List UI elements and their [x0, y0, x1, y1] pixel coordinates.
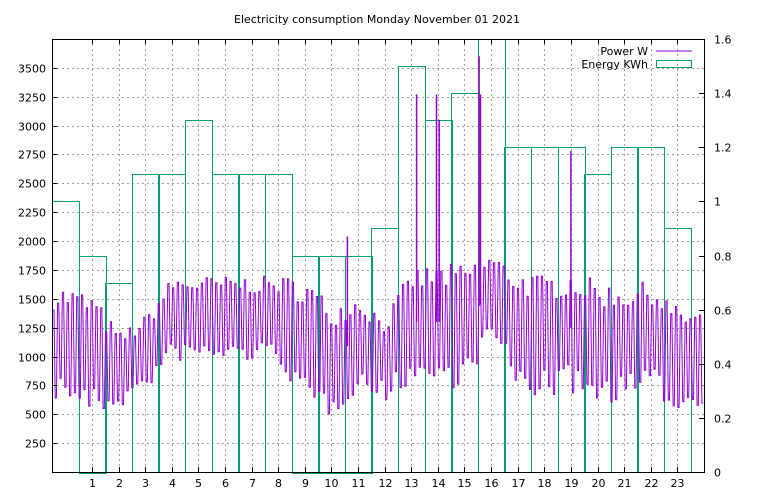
y-left-tick-label: 3500 [18, 63, 46, 76]
x-tick-label: 8 [275, 477, 282, 490]
y-left-tick-label: 750 [25, 380, 46, 393]
x-tick-label: 10 [325, 477, 339, 490]
x-tick-label: 13 [405, 477, 419, 490]
energy-bar [79, 256, 107, 474]
energy-bar [292, 256, 320, 474]
legend: Power W Energy KWh [581, 45, 692, 71]
plot-frame [52, 39, 705, 473]
power-trace [52, 259, 704, 415]
y-left-tick-label: 250 [25, 438, 46, 451]
y-left-tick-label: 2500 [18, 178, 46, 191]
x-tick-label: 20 [592, 477, 606, 490]
x-tick-label: 2 [116, 477, 123, 490]
y-right-tick-label: 0.8 [714, 251, 732, 264]
x-tick-label: 21 [618, 477, 632, 490]
y-left-tick-label: 500 [25, 409, 46, 422]
y-left-tick-label: 1250 [18, 323, 46, 336]
y-left-tick-label: 1750 [18, 265, 46, 278]
y-left-tick-label: 3000 [18, 121, 46, 134]
x-tick-label: 14 [432, 477, 446, 490]
x-tick-label: 15 [458, 477, 472, 490]
y-right-tick-label: 0.4 [714, 359, 732, 372]
x-tick-label: 12 [379, 477, 393, 490]
energy-bar [52, 201, 80, 473]
x-axis: 1 2 3 4 5 6 7 8 9 10 11 12 13 14 15 16 17 18 19 20 21 22 23 [89, 39, 685, 490]
energy-bars [52, 39, 692, 474]
y-right-tick-label: 0 [714, 467, 721, 480]
x-tick-label: 16 [485, 477, 499, 490]
y-right-tick-label: 0.2 [714, 413, 732, 426]
legend-label-power: Power W [600, 45, 648, 58]
x-tick-label: 5 [195, 477, 202, 490]
x-tick-label: 23 [671, 477, 685, 490]
x-tick-label: 6 [222, 477, 229, 490]
legend-label-energy: Energy KWh [581, 58, 648, 71]
y-right-tick-label: 1 [714, 196, 721, 209]
y-left-tick-label: 2000 [18, 236, 46, 249]
y-left-tick-label: 3250 [18, 92, 46, 105]
x-tick-label: 1 [89, 477, 96, 490]
y-left-tick-label: 2750 [18, 149, 46, 162]
y-left-tick-label: 2250 [18, 207, 46, 220]
x-tick-label: 19 [565, 477, 579, 490]
legend-swatch-energy [656, 60, 692, 68]
power-line [52, 56, 704, 415]
grid-layer [52, 39, 704, 472]
y-left-tick-label: 1500 [18, 294, 46, 307]
x-tick-label: 17 [512, 477, 526, 490]
y-right-tick-label: 1.2 [714, 142, 732, 155]
x-tick-label: 7 [249, 477, 256, 490]
y-axis-left: 250 500 750 1000 1250 1500 1750 2000 2250 2500 275… [18, 63, 57, 451]
x-tick-label: 18 [538, 477, 552, 490]
y-right-tick-label: 1.6 [714, 34, 732, 47]
y-axis-right: 0 0.2 0.4 0.6 0.8 1 1.2 1.4 1.6 [699, 34, 732, 480]
x-tick-label: 9 [302, 477, 309, 490]
x-tick-label: 3 [142, 477, 149, 490]
y-right-tick-label: 0.6 [714, 305, 732, 318]
x-tick-label: 22 [645, 477, 659, 490]
x-tick-label: 11 [352, 477, 366, 490]
y-right-tick-label: 1.4 [714, 88, 732, 101]
x-tick-label: 4 [169, 477, 176, 490]
chart-title: Electricity consumption Monday November … [234, 13, 520, 26]
y-left-tick-label: 1000 [18, 352, 46, 365]
